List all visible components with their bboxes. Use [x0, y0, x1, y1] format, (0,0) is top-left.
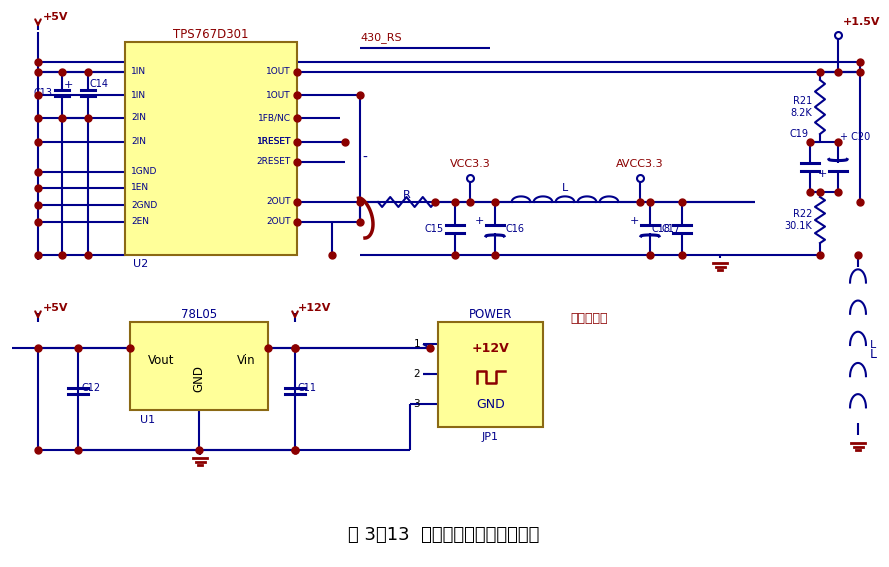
Text: Vin: Vin — [237, 353, 256, 366]
Text: C12: C12 — [81, 383, 100, 393]
Text: -: - — [363, 151, 367, 165]
Text: 3: 3 — [413, 399, 420, 409]
Text: 1RESET: 1RESET — [257, 138, 291, 146]
Text: +: + — [629, 217, 639, 226]
Text: 8.2K: 8.2K — [790, 108, 812, 118]
Text: R21: R21 — [793, 96, 812, 106]
Text: POWER: POWER — [469, 307, 512, 320]
Text: L: L — [562, 183, 568, 193]
Text: +1.5V: +1.5V — [843, 17, 880, 27]
FancyBboxPatch shape — [130, 322, 268, 410]
Text: L: L — [870, 340, 877, 350]
Text: C16: C16 — [506, 223, 525, 234]
Text: 1GND: 1GND — [131, 167, 157, 176]
Text: 图 3－13  电源电压转换电路原理图: 图 3－13 电源电压转换电路原理图 — [348, 526, 540, 544]
Text: TPS767D301: TPS767D301 — [173, 28, 249, 41]
Text: 2RESET: 2RESET — [257, 158, 291, 167]
Text: 1: 1 — [413, 339, 420, 349]
Text: GND: GND — [477, 397, 505, 411]
Text: 1RESET: 1RESET — [257, 138, 291, 146]
Text: 2IN: 2IN — [131, 113, 146, 122]
Text: 2OUT: 2OUT — [267, 197, 291, 206]
Text: +: + — [64, 80, 74, 90]
Text: C19: C19 — [789, 129, 808, 139]
Text: 2OUT: 2OUT — [267, 218, 291, 226]
Text: C15: C15 — [425, 223, 444, 234]
Text: 430_RS: 430_RS — [360, 32, 402, 44]
Text: 华云流量计: 华云流量计 — [570, 311, 607, 324]
Text: C14: C14 — [90, 79, 109, 89]
Text: +5V: +5V — [43, 303, 68, 313]
Text: U2: U2 — [133, 259, 148, 269]
Text: 1IN: 1IN — [131, 91, 146, 99]
Text: 1IN: 1IN — [131, 67, 146, 77]
Text: 2EN: 2EN — [131, 218, 149, 226]
Text: L: L — [870, 349, 877, 362]
Text: 78L05: 78L05 — [181, 307, 217, 320]
Text: GND: GND — [193, 365, 205, 391]
Text: Vout: Vout — [148, 353, 174, 366]
Text: AVCC3.3: AVCC3.3 — [616, 159, 664, 169]
Text: +5V: +5V — [43, 12, 68, 22]
Text: 1OUT: 1OUT — [267, 67, 291, 77]
Text: 2: 2 — [413, 369, 420, 379]
Text: +12V: +12V — [298, 303, 332, 313]
Text: 1EN: 1EN — [131, 184, 149, 193]
Text: C18: C18 — [652, 223, 671, 234]
Text: + C20: + C20 — [840, 132, 870, 142]
Text: C17: C17 — [661, 223, 680, 234]
Text: +: + — [475, 217, 484, 226]
Text: 2IN: 2IN — [131, 138, 146, 146]
Text: U1: U1 — [140, 415, 155, 425]
Text: 1OUT: 1OUT — [267, 91, 291, 99]
FancyBboxPatch shape — [125, 42, 297, 255]
Text: C13: C13 — [34, 88, 53, 98]
Text: +12V: +12V — [472, 341, 509, 354]
Text: +: + — [818, 169, 827, 179]
Text: 30.1K: 30.1K — [784, 221, 812, 231]
Text: C11: C11 — [298, 383, 317, 393]
Text: R: R — [403, 190, 411, 200]
Text: 2GND: 2GND — [131, 201, 157, 209]
FancyBboxPatch shape — [438, 322, 543, 427]
Text: 1FB/NC: 1FB/NC — [258, 113, 291, 122]
Text: VCC3.3: VCC3.3 — [450, 159, 491, 169]
Text: R22: R22 — [793, 209, 812, 219]
Text: JP1: JP1 — [482, 432, 499, 442]
